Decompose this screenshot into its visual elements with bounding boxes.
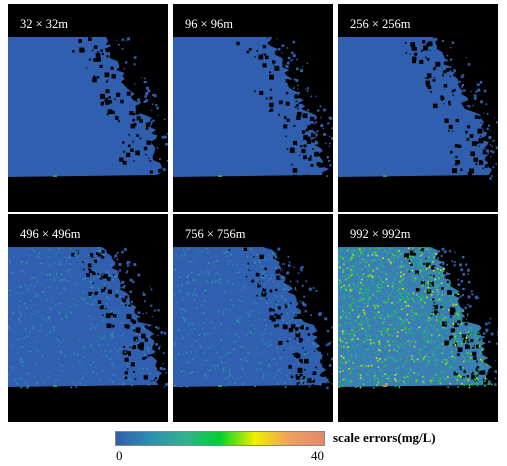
panel-label-96m: 96 × 96m	[185, 17, 234, 31]
panel-label-756m: 756 × 756m	[185, 227, 246, 241]
map-panel-992m: 992 × 992m	[338, 214, 498, 422]
map-panel-96m: 96 × 96m	[173, 4, 333, 212]
colorbar-min-label: 0	[116, 448, 123, 463]
map-raster-256m	[338, 37, 498, 180]
map-raster-756m	[173, 247, 333, 391]
colorbar-max-label: 40	[311, 448, 324, 463]
panel-label-256m: 256 × 256m	[350, 17, 411, 31]
map-panel-256m: 256 × 256m	[338, 4, 498, 212]
map-panel-496m: 496 × 496m	[8, 214, 168, 422]
panel-label-992m: 992 × 992m	[350, 227, 411, 241]
map-panel-756m: 756 × 756m	[173, 214, 333, 422]
map-raster-32m	[8, 37, 168, 179]
panel-label-32m: 32 × 32m	[20, 17, 69, 31]
panel-label-496m: 496 × 496m	[20, 227, 81, 241]
map-panel-32m: 32 × 32m	[8, 4, 168, 212]
map-raster-496m	[8, 247, 168, 392]
colorbar	[115, 431, 325, 446]
colorbar-title: scale errors(mg/L)	[333, 430, 436, 445]
map-raster-992m	[338, 247, 498, 390]
map-raster-96m	[173, 37, 333, 180]
